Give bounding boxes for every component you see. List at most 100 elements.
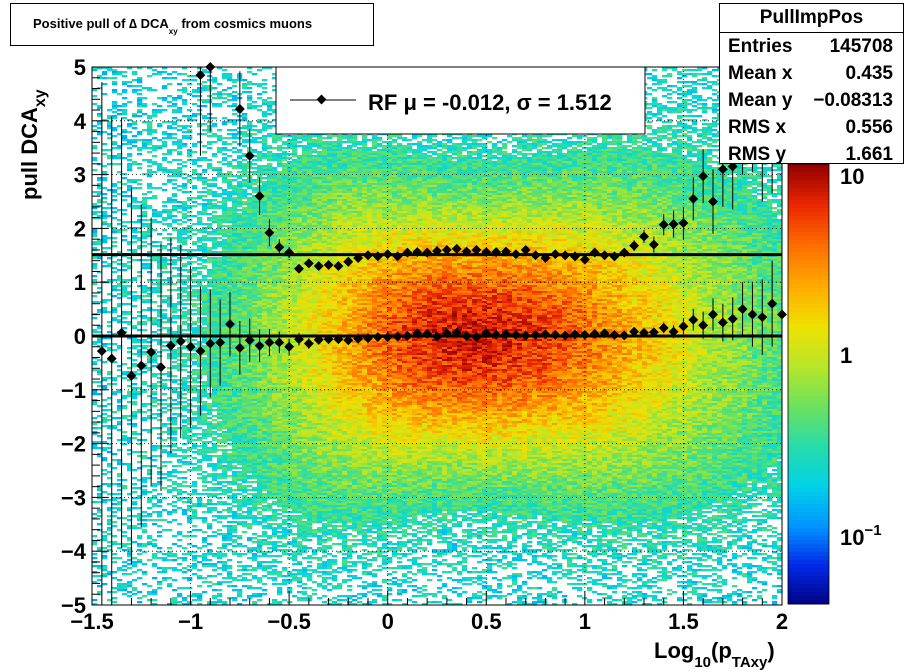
heatmap-cell — [142, 329, 147, 331]
heatmap-cell — [157, 309, 162, 311]
heatmap-cell — [172, 207, 177, 209]
heatmap-cell — [147, 541, 152, 543]
heatmap-cell — [172, 361, 177, 363]
heatmap-cell — [92, 381, 97, 383]
heatmap-cell — [112, 207, 117, 209]
heatmap-cell — [182, 263, 187, 265]
heatmap-cell — [102, 187, 107, 189]
heatmap-cell — [112, 561, 117, 563]
heatmap-cell — [162, 257, 167, 259]
heatmap-cell — [92, 265, 97, 267]
heatmap-cell — [152, 129, 157, 131]
heatmap-cell — [142, 545, 147, 547]
heatmap-cell — [142, 263, 147, 265]
heatmap-cell — [177, 269, 182, 271]
heatmap-cell — [182, 161, 187, 163]
heatmap-cell — [142, 245, 147, 247]
heatmap-cell — [142, 213, 147, 215]
heatmap-cell — [132, 179, 137, 181]
heatmap-cell — [182, 401, 187, 403]
heatmap-cell — [177, 595, 182, 597]
heatmap-cell — [167, 303, 172, 305]
heatmap-cell — [132, 507, 137, 509]
heatmap-cell — [172, 589, 177, 591]
heatmap-cell — [152, 317, 157, 319]
heatmap-cell — [147, 127, 152, 129]
heatmap-cell — [132, 221, 137, 223]
heatmap-cell — [122, 89, 127, 91]
heatmap-cell — [112, 349, 117, 351]
heatmap-cell — [137, 535, 142, 537]
heatmap-cell — [127, 595, 132, 597]
heatmap-cell — [112, 89, 117, 91]
heatmap-cell — [102, 483, 107, 485]
heatmap-cell — [177, 189, 182, 191]
heatmap-cell — [142, 383, 147, 385]
heatmap-cell — [142, 341, 147, 343]
heatmap-cell — [177, 107, 182, 109]
heatmap-cell — [162, 567, 167, 569]
heatmap-cell — [167, 455, 172, 457]
heatmap-cell — [157, 279, 162, 281]
heatmap-cell — [167, 243, 172, 245]
heatmap-cell — [107, 109, 112, 111]
heatmap-cell — [157, 261, 162, 263]
heatmap-cell — [127, 573, 132, 575]
heatmap-cell — [172, 487, 177, 489]
heatmap-cell — [137, 553, 142, 555]
heatmap-cell — [137, 527, 142, 529]
heatmap-cell — [157, 473, 162, 475]
heatmap-cell — [92, 441, 97, 443]
heatmap-cell — [177, 317, 182, 319]
heatmap-cell — [122, 397, 127, 399]
heatmap-cell — [177, 395, 182, 397]
heatmap-cell — [182, 207, 187, 209]
heatmap-cell — [152, 589, 157, 591]
heatmap-cell — [142, 233, 147, 235]
heatmap-cell — [122, 131, 127, 133]
heatmap-cell — [112, 411, 117, 413]
heatmap-cell — [142, 573, 147, 575]
heatmap-cell — [172, 439, 177, 441]
heatmap-cell — [102, 237, 107, 239]
heatmap-cell — [157, 471, 162, 473]
heatmap-cell — [162, 77, 167, 79]
heatmap-cell — [162, 247, 167, 249]
heatmap-cell — [152, 495, 157, 497]
heatmap-cell — [177, 241, 182, 243]
heatmap-cell — [172, 309, 177, 311]
heatmap-cell — [152, 109, 157, 111]
heatmap-cell — [172, 317, 177, 319]
heatmap-cell — [152, 195, 157, 197]
heatmap-cell — [157, 109, 162, 111]
heatmap-cell — [177, 97, 182, 99]
heatmap-cell — [122, 487, 127, 489]
heatmap-cell — [127, 125, 132, 127]
heatmap-cell — [172, 171, 177, 173]
heatmap-cell — [162, 109, 167, 111]
heatmap-cell — [92, 423, 97, 425]
heatmap-cell — [112, 417, 117, 419]
heatmap-cell — [152, 321, 157, 323]
heatmap-cell — [177, 349, 182, 351]
heatmap-cell — [167, 83, 172, 85]
heatmap-cell — [117, 583, 122, 585]
heatmap-cell — [92, 329, 97, 331]
heatmap-cell — [147, 123, 152, 125]
heatmap-cell — [92, 535, 97, 537]
heatmap-cell — [112, 189, 117, 191]
heatmap-cell — [112, 601, 117, 603]
heatmap-cell — [172, 99, 177, 101]
heatmap-cell — [157, 187, 162, 189]
heatmap-cell — [122, 479, 127, 481]
heatmap-cell — [97, 75, 102, 77]
heatmap-cell — [162, 341, 167, 343]
heatmap-cell — [122, 435, 127, 437]
heatmap-cell — [177, 407, 182, 409]
heatmap-cell — [167, 403, 172, 405]
heatmap-cell — [177, 303, 182, 305]
heatmap-cell — [152, 591, 157, 593]
heatmap-cell — [137, 187, 142, 189]
heatmap-cell — [162, 153, 167, 155]
heatmap-cell — [122, 213, 127, 215]
